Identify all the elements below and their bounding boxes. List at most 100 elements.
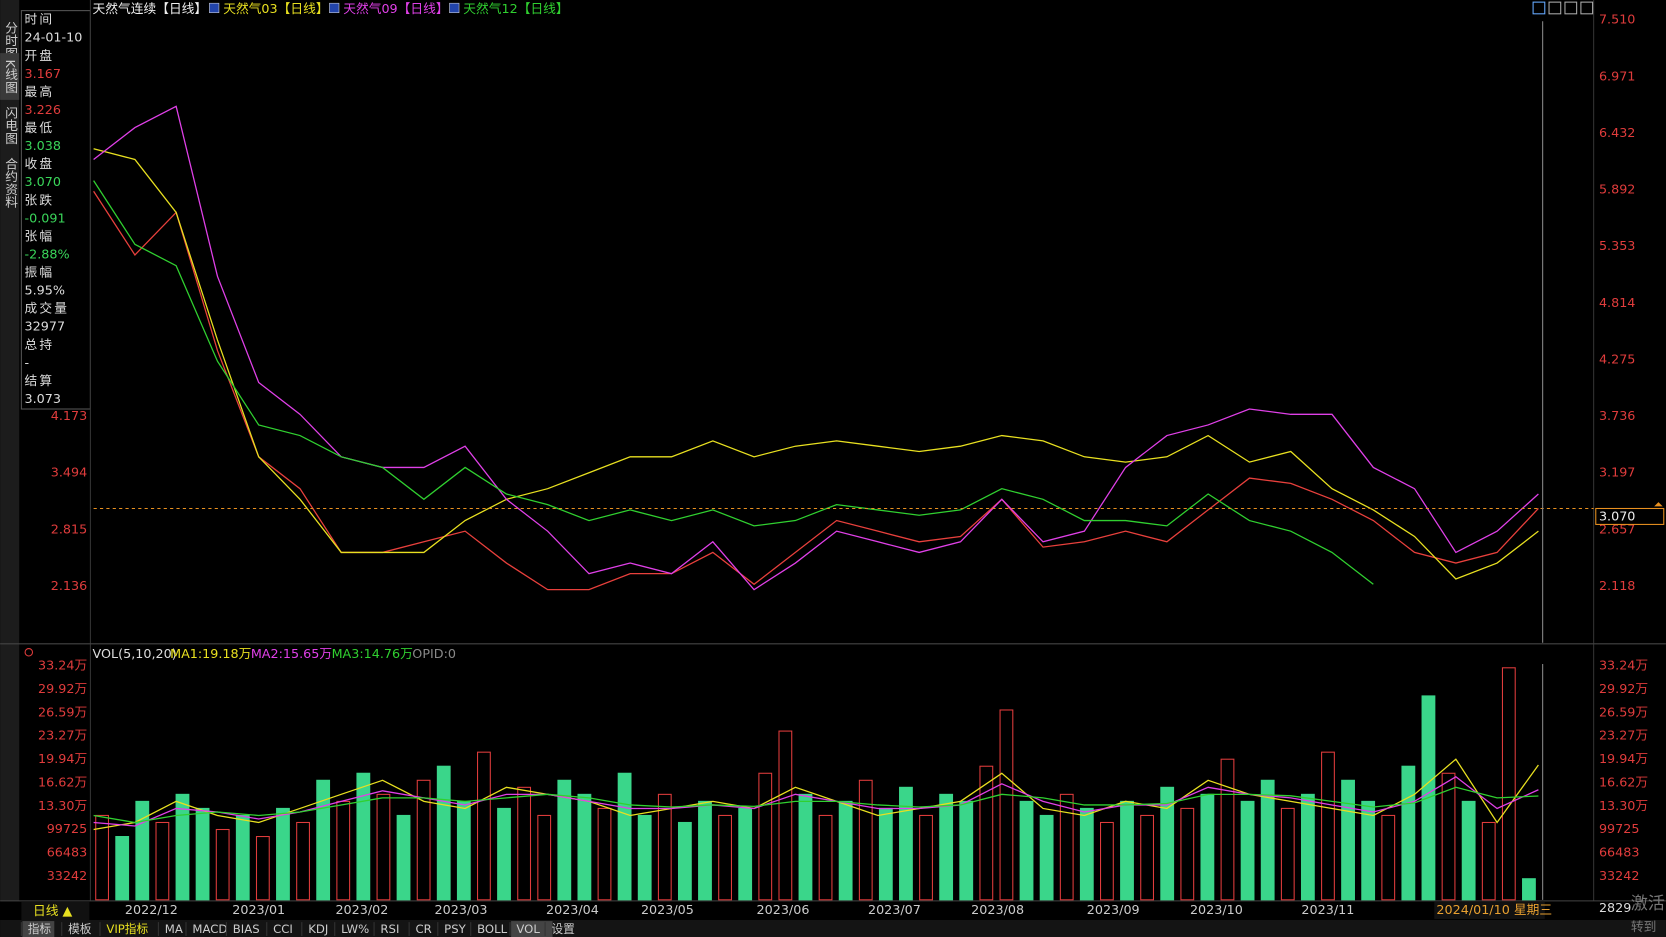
volume-bar <box>758 772 773 901</box>
vol-legend: VOL(5,10,20) <box>93 647 177 662</box>
x-tick-label: 2023/01 <box>232 903 285 918</box>
x-tick-label: 2023/11 <box>1301 903 1354 918</box>
volume-bar <box>155 821 170 901</box>
side-tab[interactable]: 闪电图 <box>2 106 17 145</box>
vol-tick-label: 33.24万 <box>1599 659 1648 674</box>
toolbar-item[interactable]: PSY <box>444 922 466 936</box>
toolbar-bg <box>0 920 1666 937</box>
volume-bar <box>1100 821 1114 901</box>
volume-bar <box>617 772 632 901</box>
volume-bar <box>1381 814 1396 901</box>
vol-legend: OPID:0 <box>412 647 456 662</box>
info-value: 3.073 <box>25 392 61 407</box>
volume-bar <box>698 800 712 901</box>
toolbar-item[interactable]: KDJ <box>308 922 328 936</box>
info-label: 总持 <box>25 338 55 353</box>
toolbar-item[interactable]: 模板 <box>68 922 92 936</box>
icon[interactable] <box>1580 1 1594 15</box>
toolbar-item[interactable]: LW% <box>341 922 369 936</box>
volume-bar <box>738 807 753 901</box>
toolbar-item[interactable]: RSI <box>380 922 399 936</box>
watermark: 激活 <box>1631 894 1665 914</box>
legend-entry[interactable]: 天然气03【日线】 <box>223 1 328 17</box>
volume-bar <box>195 807 210 901</box>
icon[interactable] <box>1532 1 1546 15</box>
vol-tick-label: 33242 <box>1599 869 1640 884</box>
series-line <box>93 776 1539 827</box>
volume-bar <box>1481 821 1496 901</box>
volume-bar <box>416 779 431 901</box>
volume-bar <box>235 814 250 901</box>
toolbar-active[interactable] <box>511 921 553 937</box>
y2-tick-label: 4.275 <box>1599 352 1635 367</box>
info-label: 开盘 <box>25 48 55 64</box>
series-line <box>93 190 1539 591</box>
vol-tick-label: 16.62万 <box>1599 775 1648 790</box>
vol-legend: MA3:14.76万 <box>332 647 413 662</box>
y2-tick-label: 6.971 <box>1599 69 1635 84</box>
volume-bar <box>557 779 572 901</box>
icon[interactable] <box>1564 1 1578 15</box>
side-tab[interactable]: K线图 <box>2 59 17 93</box>
cursor-date: 2024/01/10 星期三 <box>1436 903 1552 918</box>
legend-entry[interactable]: 天然气连续【日线】 <box>93 1 208 17</box>
volume-bar <box>1280 807 1295 901</box>
toolbar-active[interactable] <box>22 921 55 937</box>
settings-dot[interactable] <box>24 648 34 657</box>
period-button[interactable]: 日线 ▲ <box>33 904 73 919</box>
volume-bar <box>1079 807 1094 901</box>
vol-tick-label: 19.94万 <box>1599 752 1648 767</box>
series-line <box>93 148 1539 580</box>
volume-bar <box>215 828 230 901</box>
vol-legend: MA2:15.65万 <box>251 647 332 662</box>
info-label: 最低 <box>25 121 55 136</box>
last-price-box <box>1595 507 1665 525</box>
volume-bar <box>316 779 331 901</box>
toolbar-item[interactable]: VIP指标 <box>106 922 148 936</box>
toolbar-item[interactable]: CCI <box>273 922 293 936</box>
window-icons <box>1532 1 1594 15</box>
vol-tick-label: 66483 <box>1599 846 1640 861</box>
period-btn-bg[interactable] <box>21 901 90 921</box>
volume-bar <box>657 793 672 901</box>
toolbar-item[interactable]: BIAS <box>233 922 260 936</box>
info-value: 5.95% <box>25 284 65 299</box>
volume-bar <box>517 786 532 901</box>
toolbar-item[interactable]: BOLL <box>477 922 507 936</box>
volume-bar <box>939 793 954 901</box>
info-value: 3.226 <box>25 103 61 118</box>
info-label: 最高 <box>25 84 55 100</box>
toolbar-item[interactable]: 设置 <box>551 922 575 936</box>
toolbar-item[interactable]: CR <box>415 922 431 936</box>
info-label: 结算 <box>25 374 55 389</box>
info-value: -2.88% <box>25 247 70 262</box>
toolbar-item[interactable]: MACD <box>192 922 227 936</box>
toolbar-item[interactable]: VOL <box>516 922 540 936</box>
x-tick-label: 2023/02 <box>335 903 388 918</box>
volume-bar <box>296 821 310 901</box>
volume-bar <box>1321 751 1335 901</box>
legend-entry[interactable]: 天然气09【日线】 <box>343 1 448 17</box>
icon[interactable] <box>1548 1 1562 15</box>
legend-entry[interactable]: 天然气12【日线】 <box>463 1 568 17</box>
side-tab[interactable]: 分时图 <box>2 21 17 60</box>
toolbar-item[interactable]: MA <box>165 922 183 936</box>
volume-bar <box>899 786 913 901</box>
cursor-date-bg <box>1434 901 1545 919</box>
volume-bar <box>577 793 592 901</box>
vol-tick-label: 19.94万 <box>38 752 87 767</box>
volume-bar <box>1240 800 1255 901</box>
volume-bar <box>95 814 110 901</box>
volume-bar <box>135 800 150 901</box>
info-value: 3.167 <box>25 67 61 82</box>
x-tick-label: 2023/03 <box>435 903 488 918</box>
vol-tick-label: 33.24万 <box>38 659 87 674</box>
side-tab[interactable]: 合约资料 <box>2 157 17 208</box>
toolbar-item[interactable]: 指标 <box>28 922 52 936</box>
vol-tick-label: 99725 <box>47 822 88 837</box>
info-label: 张幅 <box>25 229 55 244</box>
volume-bar <box>537 814 552 901</box>
y2-tick-label: 4.814 <box>1599 296 1635 311</box>
x-tick-label: 2023/04 <box>546 903 599 918</box>
